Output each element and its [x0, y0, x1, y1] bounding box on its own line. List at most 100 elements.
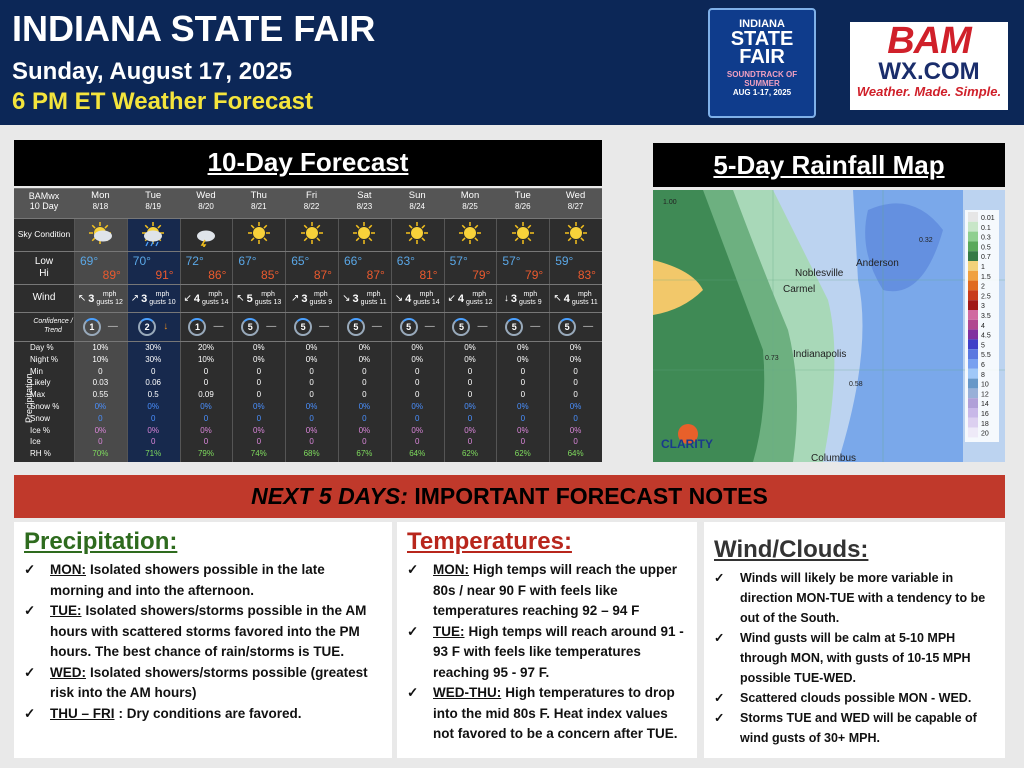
rain — [145, 241, 149, 247]
sun-ray — [303, 237, 308, 242]
sky-icon — [196, 230, 215, 247]
wind-units: mph gusts 11 — [572, 291, 598, 307]
precip-value: 0 — [362, 437, 367, 447]
title: INDIANA STATE FAIR — [12, 8, 376, 49]
precip-row-label: Max — [30, 390, 46, 400]
day-date: 8/19 — [145, 201, 161, 211]
column-bg — [285, 218, 338, 462]
precip-value: 0 — [362, 413, 367, 423]
precip-value: 0 — [573, 366, 578, 376]
precip-value: 0% — [200, 425, 212, 435]
precip-value: 10% — [197, 354, 214, 364]
mph: mph — [419, 291, 434, 298]
precip-value: 0 — [203, 413, 209, 423]
sun-ray — [514, 224, 519, 229]
precip-value: 0 — [256, 378, 262, 388]
note-lead: MON: — [50, 562, 86, 577]
note-item: ✓ WED: Isolated showers/storms possible (g… — [24, 663, 382, 704]
sun-ray — [263, 224, 268, 229]
precip-row-label: Snow — [30, 413, 51, 423]
gusts: gusts 12 — [466, 299, 492, 307]
cell: 5— — [444, 315, 497, 339]
precip-value: 0% — [305, 425, 318, 435]
hi-temp: 87° — [313, 268, 332, 282]
note-text: WED-THU: High temperatures to drop into t… — [433, 683, 687, 745]
trend: — — [107, 321, 118, 333]
legend-label: 14 — [981, 401, 989, 408]
cell: Wed 8/27 — [549, 190, 602, 217]
precip-value: 0 — [362, 378, 367, 388]
check: ✓ — [24, 562, 36, 577]
sun-ray — [474, 224, 479, 229]
column-bg — [390, 218, 444, 462]
legend-swatch — [968, 280, 978, 291]
sun-ray — [527, 224, 532, 229]
legend-label: 0.3 — [981, 235, 991, 242]
wind-units: mph gusts 9 — [519, 291, 542, 307]
row-label: Sky Condition — [17, 228, 71, 239]
cell: 57° 79° — [444, 254, 497, 284]
row-line — [14, 188, 602, 189]
legend-swatch — [968, 359, 978, 369]
day-name: Mon — [460, 190, 480, 201]
sun-ray — [303, 224, 308, 229]
mph: mph — [523, 291, 538, 298]
precip-value: 0 — [414, 413, 420, 423]
sun-ray — [567, 237, 572, 242]
precip-value: 0 — [256, 390, 262, 400]
confidence: 5 — [399, 318, 418, 336]
confidence: 5 — [346, 318, 365, 336]
precip-value: 0% — [305, 354, 318, 364]
gusts-label: gusts — [309, 299, 327, 306]
cell: ↓ 3 mph gusts 9 — [496, 287, 549, 311]
day-name: Mon — [91, 190, 110, 201]
sun-ray — [408, 224, 413, 229]
city-label: Noblesville — [795, 268, 844, 279]
cell — [180, 218, 233, 251]
gusts-label: gusts — [466, 299, 483, 306]
cell — [391, 218, 444, 251]
note-body: Isolated showers possible in the late mo… — [50, 562, 325, 598]
legend-swatch — [968, 408, 978, 418]
legend-swatch — [968, 270, 978, 281]
confidence: 5 — [558, 318, 577, 336]
day-date: 8/27 — [567, 201, 584, 211]
mph: mph — [261, 291, 275, 298]
notes-title: Temperatures: — [407, 528, 572, 555]
sun-ray — [421, 224, 426, 229]
cell — [444, 218, 497, 251]
precip-value: 0% — [517, 354, 529, 364]
check: ✓ — [24, 705, 36, 721]
precip-value: 0% — [411, 425, 423, 435]
precip-row-label: Night % — [30, 354, 59, 364]
note-body: : Dry conditions are favored. — [118, 705, 302, 721]
hi-temp: 89° — [102, 268, 121, 282]
fair-line: FAIR — [739, 46, 785, 68]
precip-value: 0% — [358, 343, 371, 352]
precip-value: 0% — [569, 354, 582, 364]
wind-units: mph gusts 11 — [361, 291, 387, 307]
row-line — [14, 218, 602, 219]
cell: 67° 85° — [232, 254, 285, 284]
legend-swatch — [968, 212, 978, 222]
note-item: ✓ Scattered clouds possible MON - WED. — [714, 688, 995, 708]
precip-value: 20% — [197, 343, 214, 352]
cell: Fri 8/22 — [285, 190, 338, 217]
cell: ↖ 5 mph gusts 13 — [232, 287, 285, 311]
legend-label: 0.01 — [981, 215, 995, 222]
note-body: Storms TUE and WED will be capable of wi… — [740, 711, 977, 745]
legend-label: 5 — [981, 342, 985, 349]
cloud — [94, 230, 113, 242]
check: ✓ — [407, 562, 419, 577]
cell — [496, 218, 549, 251]
precip-value: 0 — [520, 378, 526, 388]
precip-value: 0 — [414, 378, 420, 388]
gusts: gusts 13 — [255, 299, 281, 307]
header-text: 10 Day — [29, 201, 59, 212]
row-line — [14, 341, 602, 342]
precip-value: 0% — [411, 354, 423, 364]
city-label: Columbus — [811, 453, 856, 462]
banner-lead: NEXT 5 DAYS: — [251, 483, 408, 509]
legend-label: 8 — [981, 372, 985, 379]
